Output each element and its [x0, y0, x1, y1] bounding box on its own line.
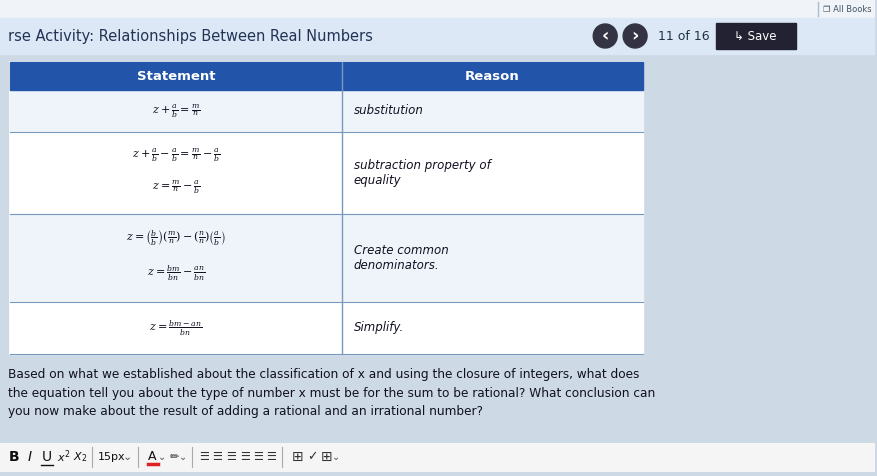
Text: U: U — [42, 450, 52, 464]
Bar — [0, 0, 874, 18]
Text: ⌄: ⌄ — [332, 452, 339, 462]
Text: ›: › — [631, 27, 638, 45]
Text: 15px: 15px — [97, 452, 125, 462]
Text: Simplify.: Simplify. — [353, 321, 403, 335]
Text: Reason: Reason — [465, 69, 519, 82]
Bar — [10, 62, 642, 354]
Text: Create common
denominators.: Create common denominators. — [353, 244, 448, 272]
Circle shape — [593, 24, 617, 48]
Text: ⌄: ⌄ — [158, 452, 167, 462]
Text: ✓: ✓ — [306, 450, 317, 464]
Text: ⌄: ⌄ — [123, 452, 132, 462]
Text: Based on what we established about the classification of x and using the closure: Based on what we established about the c… — [8, 368, 654, 418]
Text: 11 of 16: 11 of 16 — [657, 30, 709, 42]
Bar — [0, 18, 874, 54]
Text: substitution: substitution — [353, 105, 424, 118]
Text: B: B — [9, 450, 19, 464]
Text: I: I — [28, 450, 32, 464]
Bar — [0, 443, 874, 471]
Text: ✏: ✏ — [169, 452, 179, 462]
Text: $z = \frac{bm - an}{bn}$: $z = \frac{bm - an}{bn}$ — [149, 318, 203, 338]
Bar — [10, 132, 642, 214]
Text: $z = \frac{bm}{bn} - \frac{an}{bn}$: $z = \frac{bm}{bn} - \frac{an}{bn}$ — [146, 263, 205, 283]
Text: $z + \frac{a}{b} - \frac{a}{b} = \frac{m}{n} - \frac{a}{b}$: $z + \frac{a}{b} - \frac{a}{b} = \frac{m… — [132, 146, 220, 164]
Text: ‹: ‹ — [601, 27, 608, 45]
Text: ☰: ☰ — [253, 452, 263, 462]
Text: $X_2$: $X_2$ — [73, 450, 87, 464]
Text: ❐ All Books: ❐ All Books — [823, 4, 871, 13]
Text: rse Activity: Relationships Between Real Numbers: rse Activity: Relationships Between Real… — [8, 29, 373, 43]
Text: subtraction property of
equality: subtraction property of equality — [353, 159, 490, 187]
Text: ☰: ☰ — [199, 452, 209, 462]
Text: ☰: ☰ — [240, 452, 250, 462]
Text: ↳ Save: ↳ Save — [734, 30, 776, 42]
Text: $z = \left(\frac{b}{b}\right)\left(\frac{m}{n}\right) - \left(\frac{n}{n}\right): $z = \left(\frac{b}{b}\right)\left(\frac… — [126, 228, 225, 248]
Circle shape — [623, 24, 646, 48]
Text: ☰: ☰ — [212, 452, 222, 462]
Text: $x^2$: $x^2$ — [57, 449, 70, 466]
Text: ☰: ☰ — [226, 452, 236, 462]
Text: ⊞: ⊞ — [321, 450, 332, 464]
Text: ⌄: ⌄ — [179, 452, 188, 462]
Text: $z + \frac{a}{b} = \frac{m}{n}$: $z + \frac{a}{b} = \frac{m}{n}$ — [152, 102, 200, 119]
Bar — [715, 23, 795, 49]
Text: Statement: Statement — [137, 69, 215, 82]
Text: ☰: ☰ — [266, 452, 276, 462]
Bar — [10, 62, 642, 90]
Text: ⊞: ⊞ — [291, 450, 303, 464]
Bar — [10, 214, 642, 302]
Bar — [10, 90, 642, 132]
Text: A: A — [148, 450, 157, 464]
Bar — [10, 302, 642, 354]
Text: $z = \frac{m}{n} - \frac{a}{b}$: $z = \frac{m}{n} - \frac{a}{b}$ — [152, 178, 200, 196]
